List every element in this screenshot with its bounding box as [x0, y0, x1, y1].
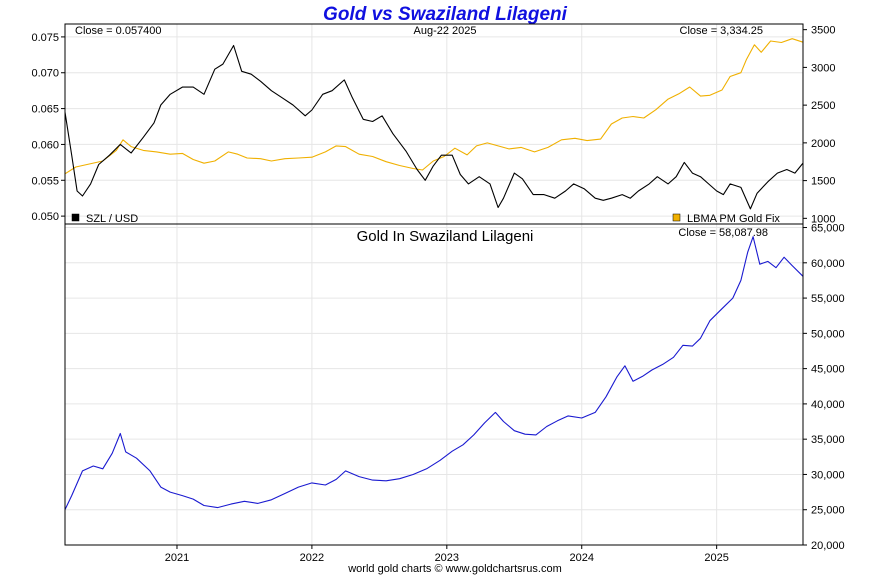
y-left-tick-label: 0.055 — [31, 175, 59, 187]
y-right-tick-label: 2500 — [811, 100, 835, 112]
bottom-y-tick-label: 60,000 — [811, 258, 845, 270]
top-right-axis: 1000 1500 2000 2500 3000 3500 — [803, 25, 835, 225]
bottom-panel-subtitle: Gold In Swaziland Lilageni — [357, 228, 534, 245]
bottom-panel-series — [64, 236, 804, 510]
bottom-panel-grid — [65, 224, 803, 546]
bottom-y-tick-label: 50,000 — [811, 328, 845, 340]
x-tick-label: 2021 — [165, 552, 189, 564]
y-right-tick-label: 3500 — [811, 25, 835, 37]
gold-in-szl-line — [64, 236, 804, 510]
y-left-tick-label: 0.070 — [31, 68, 59, 80]
bottom-y-tick-label: 45,000 — [811, 364, 845, 376]
y-right-tick-label: 3000 — [811, 62, 835, 74]
szl-close-label: Close = 0.057400 — [75, 25, 162, 37]
top-panel-grid — [65, 24, 803, 224]
bottom-y-tick-label: 40,000 — [811, 399, 845, 411]
top-panel-frame — [64, 23, 804, 225]
gold-price-line — [64, 38, 804, 175]
top-left-axis: 0.050 0.055 0.060 0.065 0.070 0.075 — [31, 32, 65, 223]
y-right-tick-label: 1500 — [811, 176, 835, 188]
chart-title: Gold vs Swaziland Lilageni — [323, 4, 568, 25]
bottom-y-tick-label: 65,000 — [811, 223, 845, 235]
y-right-tick-label: 2000 — [811, 138, 835, 150]
bottom-right-axis: 20,000 25,000 30,000 35,000 40,000 45,000 50,0… — [803, 223, 845, 552]
bottom-y-tick-label: 30,000 — [811, 469, 845, 481]
gold-legend-label: LBMA PM Gold Fix — [687, 213, 780, 225]
y-left-tick-label: 0.060 — [31, 139, 59, 151]
x-axis: 2021 2022 2023 2024 2025 — [165, 545, 729, 564]
szl-usd-line — [64, 44, 804, 210]
y-left-tick-label: 0.065 — [31, 104, 59, 116]
y-left-tick-label: 0.050 — [31, 211, 59, 223]
bottom-y-tick-label: 35,000 — [811, 434, 845, 446]
bottom-y-tick-label: 25,000 — [811, 505, 845, 517]
date-label: Aug-22 2025 — [414, 25, 477, 37]
szl-legend-swatch — [71, 213, 80, 222]
bottom-y-tick-label: 55,000 — [811, 293, 845, 305]
y-left-tick-label: 0.075 — [31, 32, 59, 44]
gold-close-label: Close = 3,334.25 — [680, 25, 763, 37]
bottom-panel-frame — [64, 223, 804, 546]
top-panel-series — [64, 38, 804, 210]
x-tick-label: 2022 — [300, 552, 324, 564]
x-tick-label: 2025 — [704, 552, 728, 564]
y-right-tick-label: 1000 — [811, 213, 835, 225]
szl-legend-label: SZL / USD — [86, 213, 138, 225]
gold-legend-swatch — [672, 213, 681, 222]
footer-credit: world gold charts © www.goldchartsrus.co… — [347, 563, 562, 575]
x-tick-label: 2023 — [435, 552, 459, 564]
bottom-y-tick-label: 20,000 — [811, 540, 845, 552]
x-tick-label: 2024 — [569, 552, 593, 564]
gold-szl-close-label: Close = 58,087.98 — [678, 227, 768, 239]
